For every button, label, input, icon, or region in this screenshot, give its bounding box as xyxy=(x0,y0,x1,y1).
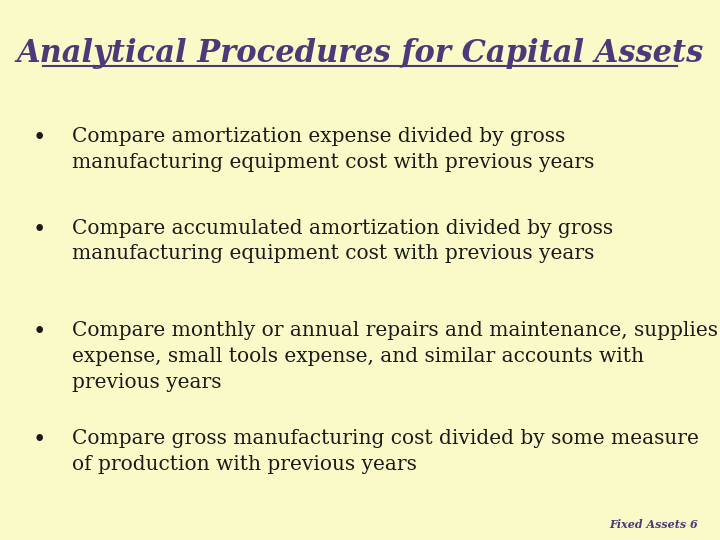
Text: Analytical Procedures for Capital Assets: Analytical Procedures for Capital Assets xyxy=(17,38,703,69)
Text: Compare gross manufacturing cost divided by some measure
of production with prev: Compare gross manufacturing cost divided… xyxy=(72,429,699,474)
Text: Fixed Assets 6: Fixed Assets 6 xyxy=(610,519,698,530)
Text: Compare amortization expense divided by gross
manufacturing equipment cost with : Compare amortization expense divided by … xyxy=(72,127,595,172)
Text: •: • xyxy=(33,127,46,149)
Text: Compare accumulated amortization divided by gross
manufacturing equipment cost w: Compare accumulated amortization divided… xyxy=(72,219,613,264)
Text: •: • xyxy=(33,429,46,451)
Text: Compare monthly or annual repairs and maintenance, supplies
expense, small tools: Compare monthly or annual repairs and ma… xyxy=(72,321,718,392)
Text: •: • xyxy=(33,321,46,343)
Text: •: • xyxy=(33,219,46,241)
